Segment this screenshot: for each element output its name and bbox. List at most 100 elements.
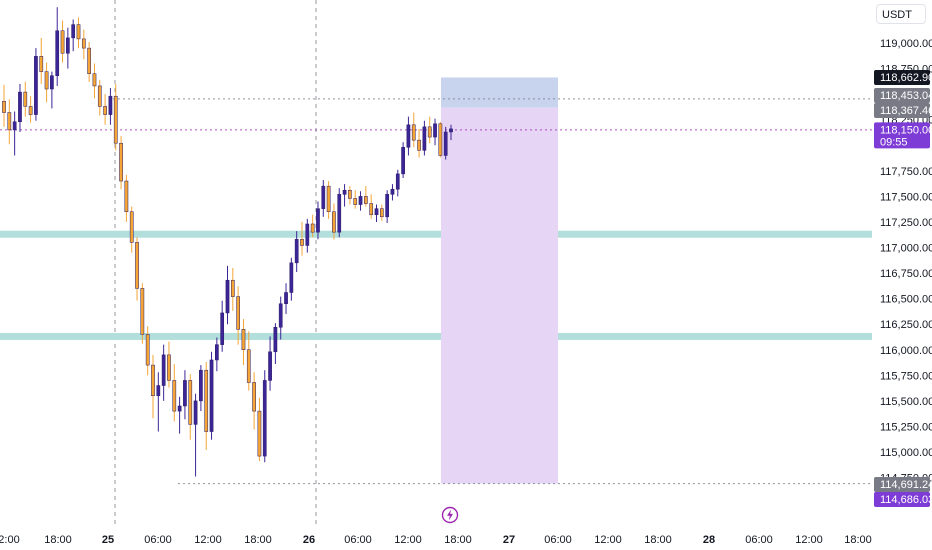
y-tick-label: 115,250.00 (880, 421, 932, 433)
price-tag: 114,686.03 (874, 492, 932, 507)
candle (417, 128, 421, 158)
candle-body (433, 123, 437, 138)
candle (257, 397, 262, 462)
candle (161, 344, 166, 401)
candle (156, 372, 161, 432)
price-tag-label: 118,453.04 (880, 90, 932, 102)
currency-label[interactable]: USDT (876, 4, 926, 24)
candle (406, 116, 411, 156)
candle (427, 116, 432, 144)
candle-body (129, 211, 134, 243)
candle-body (379, 208, 384, 218)
candle (199, 365, 203, 412)
candle-body (411, 124, 416, 141)
x-tick-label: 26 (303, 534, 315, 546)
candle-body (406, 124, 411, 148)
candle-body (385, 194, 389, 218)
candle (379, 204, 384, 221)
candle (113, 83, 118, 151)
candle-body (348, 189, 352, 199)
candle-body (289, 262, 294, 293)
candle (438, 121, 443, 158)
candle (28, 96, 33, 123)
candle (230, 267, 235, 311)
x-tick-label: 06:00 (344, 534, 372, 546)
candle (124, 174, 129, 222)
price-tag-label: 114,686.03 (880, 494, 932, 506)
price-tag-box (874, 492, 930, 507)
candle-body (246, 349, 251, 383)
y-tick-label: 116,500.00 (880, 294, 932, 306)
candle (294, 231, 299, 273)
y-tick-label: 115,000.00 (880, 447, 932, 459)
y-tick-label: 117,000.00 (880, 243, 932, 255)
candle (60, 20, 65, 63)
candle-body (172, 380, 177, 412)
candle-body (119, 142, 123, 182)
x-tick-label: 18:00 (244, 534, 272, 546)
x-tick-label: 18:00 (444, 534, 472, 546)
candle (289, 257, 294, 301)
candle (87, 41, 91, 82)
candle-body (135, 242, 139, 289)
candle (262, 370, 267, 463)
candle-body (50, 75, 54, 90)
candle (395, 169, 400, 197)
candle-body (161, 354, 166, 386)
candle (342, 184, 347, 207)
candle-body (28, 106, 33, 115)
candle-body (284, 292, 288, 304)
candle (358, 191, 363, 211)
candle-body (225, 279, 230, 314)
y-tick-label: 115,500.00 (880, 396, 932, 408)
candle (220, 300, 225, 352)
lightning-icon[interactable] (441, 506, 459, 524)
candle-body (257, 410, 262, 457)
candle-body (326, 185, 331, 212)
candle-body (401, 147, 405, 175)
x-tick-label: 18:00 (844, 534, 872, 546)
candle (353, 190, 358, 209)
candle (140, 283, 145, 344)
x-tick-label: 06:00 (144, 534, 172, 546)
candle-body (337, 194, 342, 233)
x-tick-label: 12:00 (795, 534, 823, 546)
candle (225, 265, 230, 325)
price-tag-box (874, 88, 930, 103)
candle-body (156, 385, 161, 397)
y-tick-label: 116,250.00 (880, 319, 932, 331)
y-tick-label: 117,500.00 (880, 191, 932, 203)
candle-body (300, 239, 304, 246)
candle (145, 326, 150, 376)
candle (76, 17, 81, 49)
candle (284, 283, 288, 314)
candle-body (353, 198, 358, 205)
candle-body (252, 382, 256, 412)
candle (167, 341, 171, 388)
candle (172, 364, 177, 422)
candle-body (145, 334, 150, 366)
candle-body (92, 73, 97, 87)
candle (135, 237, 139, 301)
x-tick-label: 12:00 (394, 534, 422, 546)
candle-body (204, 369, 209, 432)
candle-body (422, 126, 427, 151)
candle (12, 111, 17, 156)
candle-body (369, 203, 374, 216)
price-tag-box (874, 70, 930, 85)
y-tick-label: 119,000.00 (880, 38, 932, 50)
x-tick-label: 06:00 (745, 534, 773, 546)
candle-body (278, 303, 283, 328)
y-tick-label: 116,750.00 (880, 268, 932, 280)
candle-body (321, 185, 326, 209)
candle-body (262, 380, 267, 457)
candle (305, 218, 310, 253)
y-tick-label: 117,750.00 (880, 166, 932, 178)
y-tick-label: 117,250.00 (880, 217, 932, 229)
candle (97, 79, 102, 116)
candle (374, 204, 379, 222)
candle (129, 206, 134, 253)
price-tag-label: 118,662.90 (880, 72, 932, 84)
